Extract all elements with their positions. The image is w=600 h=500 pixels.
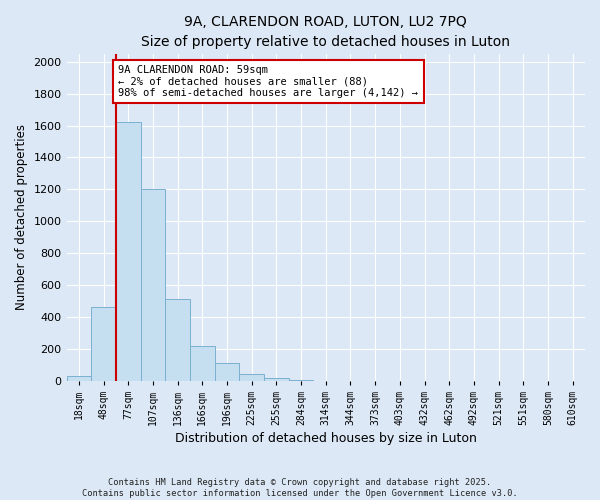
Bar [67,376,91,381]
Bar [116,122,140,381]
X-axis label: Distribution of detached houses by size in Luton: Distribution of detached houses by size … [175,432,477,445]
Bar [289,380,313,381]
Title: 9A, CLARENDON ROAD, LUTON, LU2 7PQ
Size of property relative to detached houses : 9A, CLARENDON ROAD, LUTON, LU2 7PQ Size … [141,15,510,48]
Y-axis label: Number of detached properties: Number of detached properties [15,124,28,310]
Bar [239,374,264,381]
Bar [264,378,289,381]
Bar [140,190,165,381]
Bar [190,346,215,381]
Text: Contains HM Land Registry data © Crown copyright and database right 2025.
Contai: Contains HM Land Registry data © Crown c… [82,478,518,498]
Bar [165,300,190,381]
Bar [215,363,239,381]
Text: 9A CLARENDON ROAD: 59sqm
← 2% of detached houses are smaller (88)
98% of semi-de: 9A CLARENDON ROAD: 59sqm ← 2% of detache… [118,65,418,98]
Bar [91,308,116,381]
